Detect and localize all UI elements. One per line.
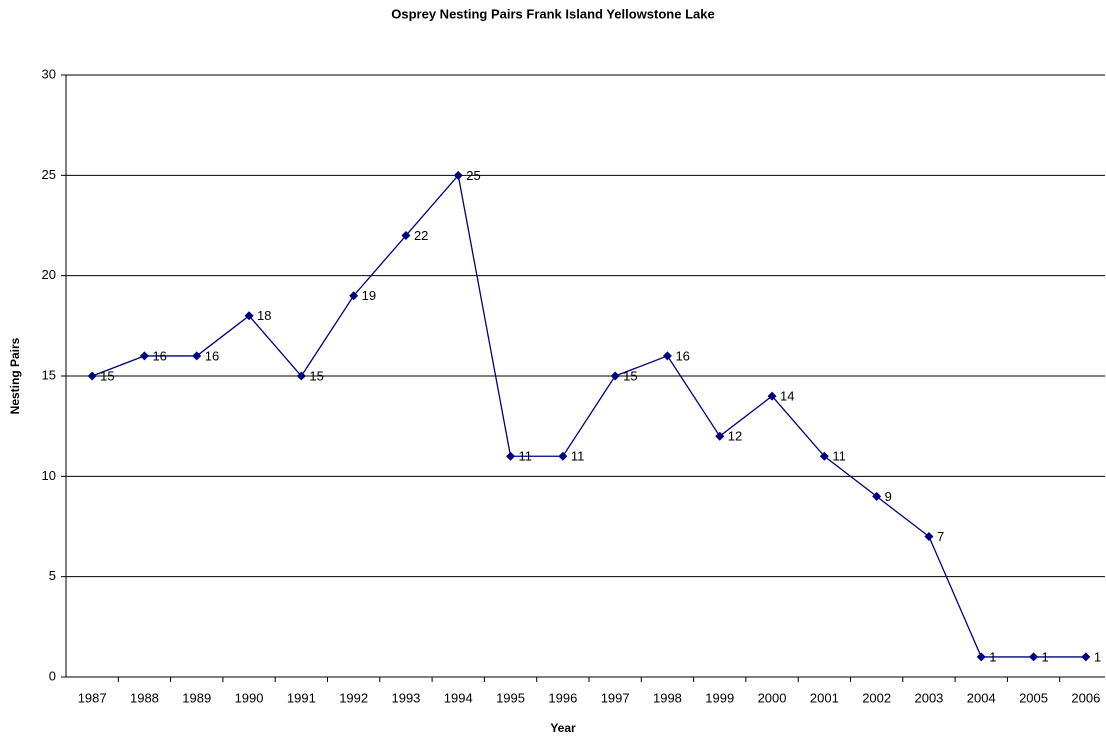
x-tick-label: 2006	[1071, 690, 1100, 705]
x-tick-label: 1987	[78, 690, 107, 705]
x-tick-label: 2002	[862, 690, 891, 705]
marker	[87, 371, 97, 381]
y-tick-label: 30	[42, 66, 56, 81]
data-label: 1	[1042, 649, 1049, 664]
data-label: 25	[466, 168, 480, 183]
chart-title: Osprey Nesting Pairs Frank Island Yellow…	[391, 6, 714, 21]
x-tick-label: 1991	[287, 690, 316, 705]
y-tick-label: 15	[42, 367, 56, 382]
marker	[610, 371, 620, 381]
data-label: 22	[414, 228, 428, 243]
x-axis-label: Year	[550, 721, 576, 735]
y-tick-label: 20	[42, 267, 56, 282]
x-tick-label: 1990	[235, 690, 264, 705]
marker	[244, 311, 254, 321]
data-label: 19	[362, 288, 376, 303]
data-label: 15	[309, 368, 323, 383]
marker	[192, 351, 202, 361]
x-tick-label: 1993	[391, 690, 420, 705]
x-tick-label: 2003	[914, 690, 943, 705]
x-tick-label: 1989	[182, 690, 211, 705]
y-tick-label: 5	[49, 568, 56, 583]
x-tick-label: 1988	[130, 690, 159, 705]
x-tick-label: 2001	[810, 690, 839, 705]
line	[91, 173, 1086, 658]
y-axis-label: Nesting Pairs	[8, 337, 22, 414]
marker	[401, 231, 411, 241]
data-label: 14	[780, 389, 794, 404]
marker	[976, 652, 986, 662]
data-label: 15	[100, 368, 114, 383]
data-label: 11	[832, 449, 846, 464]
marker	[1029, 652, 1039, 662]
data-label: 11	[519, 449, 533, 464]
data-label: 1	[989, 649, 996, 664]
marker	[662, 351, 672, 361]
marker	[349, 291, 359, 301]
data-label: 18	[257, 308, 271, 323]
data-label: 16	[205, 348, 219, 363]
data-label: 1	[1094, 649, 1101, 664]
x-tick-label: 1997	[601, 690, 630, 705]
marker	[139, 351, 149, 361]
data-label: 11	[571, 449, 585, 464]
marker	[1081, 652, 1091, 662]
data-label: 9	[885, 489, 892, 504]
y-tick-label: 10	[42, 468, 56, 483]
marker	[924, 532, 934, 542]
marker	[715, 431, 725, 441]
x-tick-label: 2005	[1019, 690, 1048, 705]
x-tick-label: 1996	[548, 690, 577, 705]
x-tick-label: 1995	[496, 690, 525, 705]
marker	[767, 391, 777, 401]
x-tick-label: 2000	[758, 690, 787, 705]
data-label: 16	[675, 348, 689, 363]
x-tick-label: 1998	[653, 690, 682, 705]
x-tick-label: 1992	[339, 690, 368, 705]
data-label: 12	[728, 429, 742, 444]
x-tick-label: 1999	[705, 690, 734, 705]
marker	[506, 451, 516, 461]
marker	[872, 491, 882, 501]
y-tick-label: 25	[42, 167, 56, 182]
x-tick-label: 1994	[444, 690, 473, 705]
marker	[558, 451, 568, 461]
data-label: 15	[623, 368, 637, 383]
y-tick-label: 0	[49, 668, 56, 683]
marker	[453, 170, 463, 180]
marker	[819, 451, 829, 461]
data-label: 16	[152, 348, 166, 363]
x-tick-label: 2004	[967, 690, 996, 705]
data-label: 7	[937, 529, 944, 544]
marker	[296, 371, 306, 381]
